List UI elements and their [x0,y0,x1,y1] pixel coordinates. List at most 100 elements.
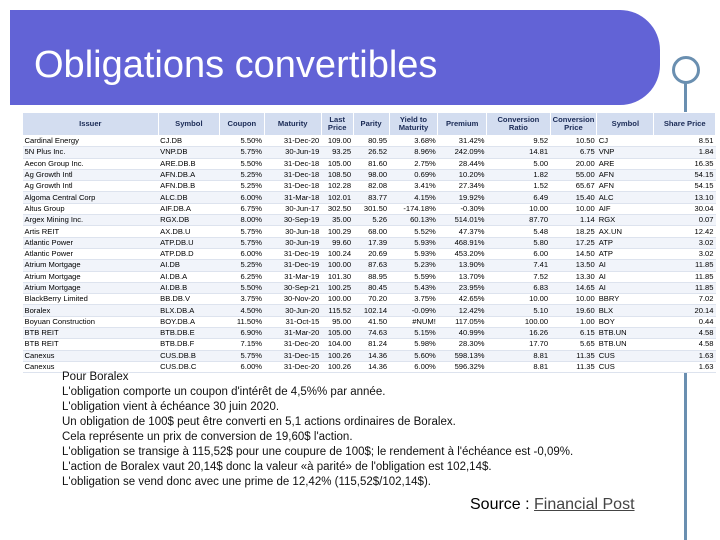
table-cell: BlackBerry Limited [22,293,159,306]
table-cell: Atlantic Power [22,248,159,261]
table-cell: 55.00 [550,169,597,182]
table-row: Canexus CUS.DB.B 5.75% 31-Dec-15 100.26 14.36… [22,350,716,362]
table-row: Canexus CUS.DB.C 6.00% 31-Dec-20 100.26 14.36… [22,361,716,374]
table-cell: 453.20% [437,248,487,261]
table-cell: 17.39 [353,237,390,249]
table-cell: BB.DB.V [158,293,220,306]
source-label: Source : [470,496,535,513]
table-cell: 17.25 [550,237,597,249]
table-cell: 31-Oct-15 [264,316,322,329]
table-cell: Altus Group [22,203,159,216]
table-cell: 30-Sep-19 [264,214,322,227]
table-cell: 100.00 [321,259,354,272]
table-cell: 8.81 [486,350,551,362]
table-cell: AI.DB.B [158,282,220,295]
table-cell: 30-Jun-19 [264,237,322,249]
table-row: BTB REIT BTB.DB.F 7.15% 31-Dec-20 104.00 81.2… [22,338,716,351]
table-cell: 0.69% [389,169,438,182]
table-cell: 54.15 [653,180,716,193]
table-cell: 11.50% [219,316,265,329]
table-cell: 5.25% [219,169,265,182]
table-cell: Atrium Mortgage [22,282,159,295]
table-cell: 13.10 [653,191,716,204]
table-cell: 31-Dec-19 [264,259,322,272]
table-cell: 16.26 [486,327,551,340]
table-cell: Ag Growth Intl [22,180,159,193]
column-header: Yield to Maturity [388,112,439,136]
table-cell: 30-Nov-20 [264,293,322,306]
table-cell: 11.85 [653,271,716,283]
table-cell: 6.75 [550,146,597,159]
table-cell: AFN.DB.B [158,180,220,193]
table-cell: 302.50 [321,203,354,216]
table-cell: -174.18% [389,203,438,216]
table-cell: 54.15 [653,169,716,182]
table-cell: 70.20 [353,293,390,306]
table-cell: 14.65 [550,282,597,295]
table-cell: 100.25 [321,282,354,295]
table-cell: 100.00 [486,316,551,329]
table-cell: 5.10 [486,304,551,317]
table-cell: AX.DB.U [158,225,220,238]
table-cell: 23.95% [437,282,487,295]
table-cell: 117.05% [437,316,487,329]
table-cell: 10.00 [550,293,597,306]
table-cell: 105.00 [321,327,354,340]
table-cell: AFN [596,180,654,193]
table-cell: AIF.DB.A [158,203,220,216]
table-cell: Boralex [22,304,159,317]
table-cell: 14.36 [353,350,390,362]
table-cell: 5N Plus Inc. [22,146,159,159]
table-cell: 10.00 [550,203,597,216]
table-cell: 16.35 [653,158,716,170]
table-cell: 100.24 [321,248,354,261]
table-cell: 14.81 [486,146,551,159]
explanation: Pour Boralex L'obligation comporte un cou… [62,370,573,490]
table-cell: BBRY [596,293,654,306]
table-cell: BTB.DB.E [158,327,220,340]
table-cell: ATP.DB.U [158,237,220,249]
table-cell: 82.08 [353,180,390,193]
table-cell: 11.35 [550,350,597,362]
table-cell: 5.50% [219,135,265,148]
table-cell: 5.25% [219,259,265,272]
table-cell: 6.25% [219,271,265,283]
source-link[interactable]: Financial Post [534,496,635,513]
table-cell: 31.42% [437,135,487,148]
table-cell: 102.01 [321,191,354,204]
table-cell: 0.07 [653,214,716,227]
table-cell: 1.84 [653,146,716,159]
column-header: Coupon [219,112,265,136]
table-cell: 2.75% [389,158,438,170]
table-cell: 1.52 [486,180,551,193]
table-row: Boyuan Construction BOY.DB.A 11.50% 31-Oct-… [22,316,716,329]
table-row: Boralex BLX.DB.A 4.50% 30-Jun-20 115.52 102.1… [22,304,716,317]
table-cell: 5.93% [389,248,438,261]
table-cell: 17.70 [486,338,551,351]
bond-table: Issuer Symbol Coupon Maturity Last Price Pari… [22,112,716,374]
table-cell: 20.00 [550,158,597,170]
table-cell: 41.50 [353,316,390,329]
table-cell: 6.00% [389,361,438,374]
table-cell: 5.52% [389,225,438,238]
table-row: BTB REIT BTB.DB.E 6.90% 31-Mar-20 105.00 74.6… [22,327,716,340]
table-cell: 9.52 [486,135,551,148]
table-cell: 31-Dec-18 [264,169,322,182]
table-cell: 11.85 [653,259,716,272]
column-header: Maturity [263,112,322,136]
table-cell: 104.00 [321,338,354,351]
table-cell: 3.41% [389,180,438,193]
table-cell: 596.32% [437,361,487,374]
table-cell: 19.92% [437,191,487,204]
table-cell: 5.75% [219,146,265,159]
table-cell: AI.DB.A [158,271,220,283]
table-cell: 468.91% [437,237,487,249]
table-cell: 74.63 [353,327,390,340]
table-cell: 14.36 [353,361,390,374]
table-cell: BLX.DB.A [158,304,220,317]
table-cell: 1.00 [550,316,597,329]
table-cell: 6.83 [486,282,551,295]
column-header: Last Price [320,112,354,136]
table-cell: 5.80 [486,237,551,249]
table-cell: 40.99% [437,327,487,340]
